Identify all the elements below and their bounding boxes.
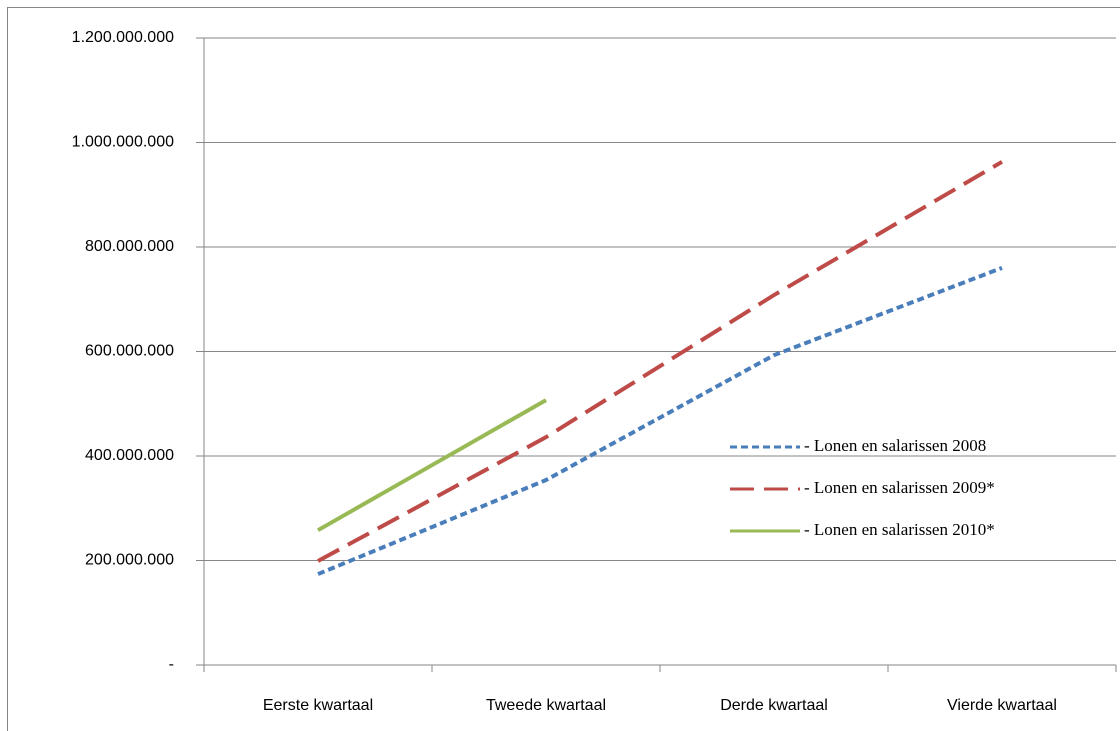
series-line: [317, 160, 1004, 563]
legend-label: - Lonen en salarissen 2009*: [804, 478, 995, 497]
legend-label: - Lonen en salarissen 2008: [804, 436, 986, 455]
legend-label: - Lonen en salarissen 2010*: [804, 520, 995, 539]
x-tick-label: Derde kwartaal: [720, 697, 828, 714]
x-tick-label: Tweede kwartaal: [486, 697, 606, 714]
y-tick-label: 200.000.000: [85, 552, 174, 569]
y-tick-label: 400.000.000: [85, 447, 174, 464]
series-line: [317, 266, 1003, 576]
y-tick-label: 600.000.000: [85, 343, 174, 360]
y-tick-label: 1.000.000.000: [72, 134, 174, 151]
series-line: [317, 398, 547, 532]
y-tick-label: 1.200.000.000: [72, 29, 174, 46]
y-tick-label: -: [169, 656, 174, 673]
chart-frame: [7, 7, 1120, 731]
y-tick-label: 800.000.000: [85, 238, 174, 255]
x-tick-label: Eerste kwartaal: [263, 697, 373, 714]
x-tick-label: Vierde kwartaal: [947, 697, 1057, 714]
